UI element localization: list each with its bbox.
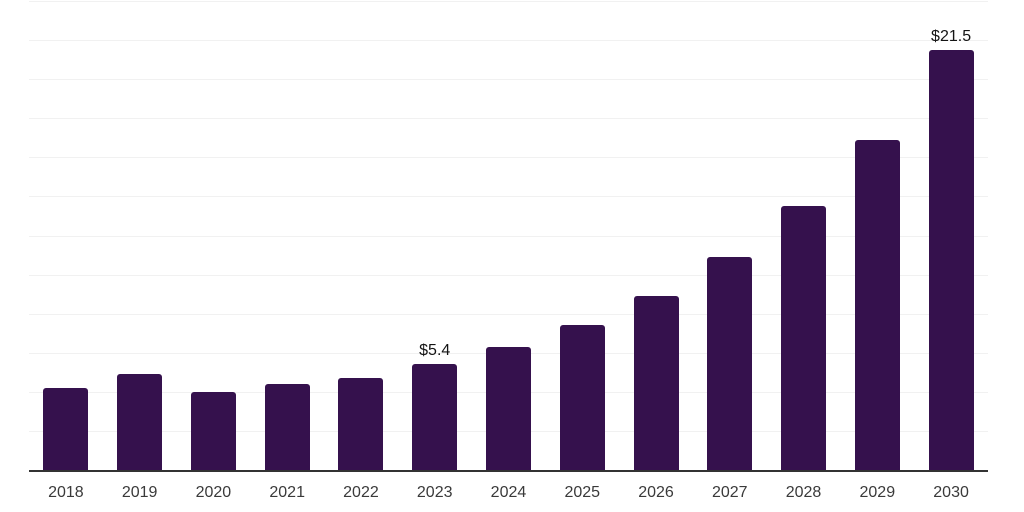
x-tick-label-2021: 2021 [269, 484, 305, 501]
bar-column-2021 [250, 0, 324, 470]
plot-area: $5.4 $21.5 [29, 0, 988, 472]
bar-2026 [633, 296, 679, 470]
bar-value-label-2030: $21.5 [931, 27, 972, 45]
x-tick-label-2028: 2028 [785, 484, 822, 501]
gridline-20 [29, 79, 988, 81]
x-tick-label-2020: 2020 [195, 484, 232, 501]
bar-column-2029 [840, 0, 914, 470]
bar-column-2026 [619, 0, 693, 470]
bar-column-2027 [693, 0, 767, 470]
bar-column-2020 [177, 0, 251, 470]
x-tick-label-2025: 2025 [564, 484, 601, 501]
bar-2018 [43, 387, 89, 470]
gridline-10 [29, 274, 988, 276]
bar-column-2024 [472, 0, 546, 470]
x-tick-label-2024: 2024 [490, 484, 527, 501]
gridline-22 [29, 40, 988, 42]
bar-2024 [485, 346, 531, 470]
bar-2028 [781, 206, 827, 470]
bar-2019 [117, 374, 163, 470]
bar-2022 [338, 378, 384, 470]
gridline-18 [29, 118, 988, 120]
gridline-24 [29, 1, 988, 2]
x-tick-label-2022: 2022 [343, 484, 379, 501]
bar-column-2028 [767, 0, 841, 470]
bar-2030 [928, 49, 974, 470]
x-tick-label-2018: 2018 [48, 484, 84, 501]
bar-2025 [559, 325, 605, 470]
gridline-16 [29, 157, 988, 159]
x-tick-label-2023: 2023 [416, 484, 453, 501]
gridline-14 [29, 196, 988, 198]
bar-column-2025 [545, 0, 619, 470]
x-tick-label-2029: 2029 [859, 484, 896, 501]
gridline-8 [29, 313, 988, 315]
bars-row: $5.4 $21.5 [29, 0, 988, 470]
x-tick-label-2027: 2027 [711, 484, 748, 501]
bar-column-2023: $5.4 [398, 0, 472, 470]
bar-value-label-2023: $5.4 [419, 342, 451, 360]
bar-column-2022 [324, 0, 398, 470]
x-tick-label-2019: 2019 [121, 484, 158, 501]
bar-2020 [190, 391, 236, 470]
bar-2021 [264, 384, 310, 470]
x-axis-labels: 2018 2019 2020 2021 2022 2023 2024 2025 2026 2027… [29, 481, 988, 505]
bar-2029 [854, 139, 900, 470]
x-tick-label-2026: 2026 [638, 484, 674, 501]
bar-column-2018 [29, 0, 103, 470]
x-axis-line [29, 470, 988, 472]
gridline-12 [29, 235, 988, 237]
x-tick-label-2030: 2030 [933, 484, 969, 501]
bar-2027 [707, 257, 753, 470]
bar-2023 [412, 364, 458, 470]
bar-column-2019 [103, 0, 177, 470]
bar-column-2030: $21.5 [914, 0, 988, 470]
